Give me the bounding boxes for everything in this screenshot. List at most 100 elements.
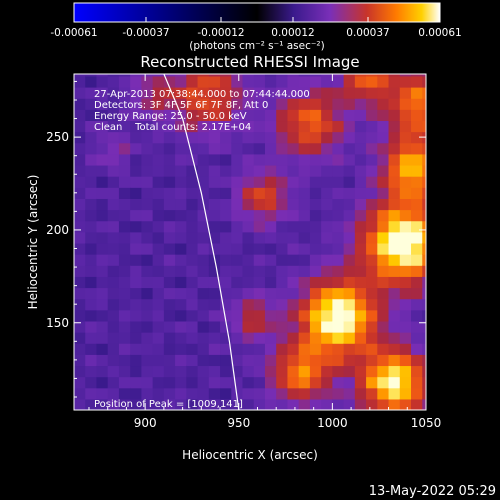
- heatmap-cell: [332, 309, 345, 322]
- heatmap-cell: [264, 276, 277, 289]
- heatmap-cell: [141, 153, 154, 166]
- heatmap-cell: [411, 109, 423, 122]
- heatmap-cell: [388, 75, 401, 88]
- heatmap-cell: [354, 120, 367, 133]
- heatmap-cell: [220, 276, 232, 289]
- heatmap-cell: [276, 343, 289, 355]
- heatmap-cell: [309, 242, 322, 255]
- heatmap-cell: [276, 98, 289, 110]
- heatmap-cell: [422, 109, 426, 122]
- heatmap-cell: [321, 220, 333, 233]
- heatmap-cell: [298, 387, 311, 400]
- heatmap-cell: [130, 209, 143, 222]
- heatmap-cell: [74, 209, 86, 222]
- heatmap-cell: [377, 231, 390, 244]
- heatmap-cell: [163, 387, 176, 400]
- heatmap-cell: [152, 220, 165, 233]
- heatmap-cell: [107, 153, 120, 166]
- heatmap-cell: [309, 398, 322, 410]
- heatmap-cell: [388, 365, 401, 378]
- heatmap-cell: [276, 176, 289, 188]
- heatmap-cell: [231, 220, 244, 233]
- heatmap-cell: [264, 98, 277, 110]
- heatmap-cell: [163, 343, 176, 355]
- heatmap-cell: [175, 309, 187, 322]
- heatmap-cell: [298, 176, 311, 188]
- heatmap-cell: [152, 287, 165, 300]
- heatmap-cell: [399, 164, 412, 177]
- heatmap-cell: [298, 309, 311, 322]
- annotation-clean-counts: Clean Total counts: 2.17E+04: [94, 122, 251, 133]
- heatmap-cell: [377, 254, 390, 266]
- heatmap-cell: [186, 398, 199, 410]
- heatmap-cell: [298, 131, 311, 144]
- heatmap-cell: [152, 387, 165, 400]
- colorbar-ticks: -0.00061 -0.00037 -0.00012 0.00012 0.00037 0.…: [50, 17, 462, 39]
- heatmap-cell: [107, 131, 120, 144]
- heatmap-cell: [74, 242, 86, 255]
- heatmap-cell: [354, 254, 367, 266]
- heatmap-cell: [422, 287, 426, 300]
- heatmap-cell: [332, 74, 345, 77]
- heatmap-cell: [186, 242, 199, 255]
- heatmap-cell: [197, 398, 210, 410]
- heatmap-cell: [118, 74, 131, 77]
- heatmap-cell: [118, 354, 131, 367]
- heatmap-cell: [298, 343, 311, 355]
- heatmap-cell: [242, 74, 255, 77]
- heatmap-cell: [354, 376, 367, 389]
- heatmap-cell: [309, 298, 322, 311]
- heatmap-cell: [309, 276, 322, 289]
- heatmap-cell: [163, 109, 176, 122]
- heatmap-cell: [118, 398, 131, 410]
- heatmap-cell: [242, 98, 255, 110]
- heatmap-cell: [141, 176, 154, 188]
- heatmap-cell: [130, 287, 143, 300]
- heatmap-cell: [321, 176, 333, 188]
- heatmap-cell: [208, 287, 221, 300]
- heatmap-cell: [197, 287, 210, 300]
- heatmap-cell: [287, 198, 300, 211]
- heatmap-cell: [298, 376, 311, 389]
- heatmap-cell: [264, 365, 277, 378]
- heatmap-cell: [163, 231, 176, 244]
- heatmap-cell: [264, 75, 277, 88]
- heatmap-cell: [411, 120, 423, 133]
- heatmap-cell: [411, 231, 423, 244]
- heatmap-cell: [388, 187, 401, 199]
- y-tick-label: 150: [46, 316, 69, 330]
- heatmap-cell: [141, 142, 154, 155]
- heatmap-cell: [96, 309, 109, 322]
- heatmap-cell: [152, 98, 165, 110]
- heatmap-cell: [197, 387, 210, 400]
- heatmap-cell: [152, 365, 165, 378]
- heatmap-cell: [231, 120, 244, 133]
- heatmap-cell: [411, 365, 423, 378]
- heatmap-cell: [366, 142, 378, 155]
- heatmap-cell: [264, 176, 277, 188]
- heatmap-cell: [253, 198, 266, 211]
- heatmap-cell: [208, 354, 221, 367]
- heatmap-cell: [141, 98, 154, 110]
- heatmap-cell: [85, 276, 98, 289]
- heatmap-cell: [377, 398, 390, 410]
- heatmap-cell: [242, 153, 255, 166]
- heatmap-cell: [152, 276, 165, 289]
- heatmap-cell: [141, 343, 154, 355]
- heatmap-cell: [197, 86, 210, 99]
- heatmap-cell: [130, 332, 143, 344]
- heatmap-cell: [253, 109, 266, 122]
- heatmap-cell: [231, 320, 244, 333]
- heatmap-cell: [208, 209, 221, 222]
- heatmap-cell: [253, 120, 266, 133]
- heatmap-cell: [354, 276, 367, 289]
- heatmap-cell: [220, 220, 232, 233]
- heatmap-cell: [366, 287, 378, 300]
- heatmap-cell: [399, 176, 412, 188]
- heatmap-cell: [130, 254, 143, 266]
- y-axis-label: Heliocentric Y (arcsec): [26, 175, 40, 310]
- heatmap-cell: [377, 276, 390, 289]
- heatmap-cell: [152, 309, 165, 322]
- heatmap-cell: [422, 164, 426, 177]
